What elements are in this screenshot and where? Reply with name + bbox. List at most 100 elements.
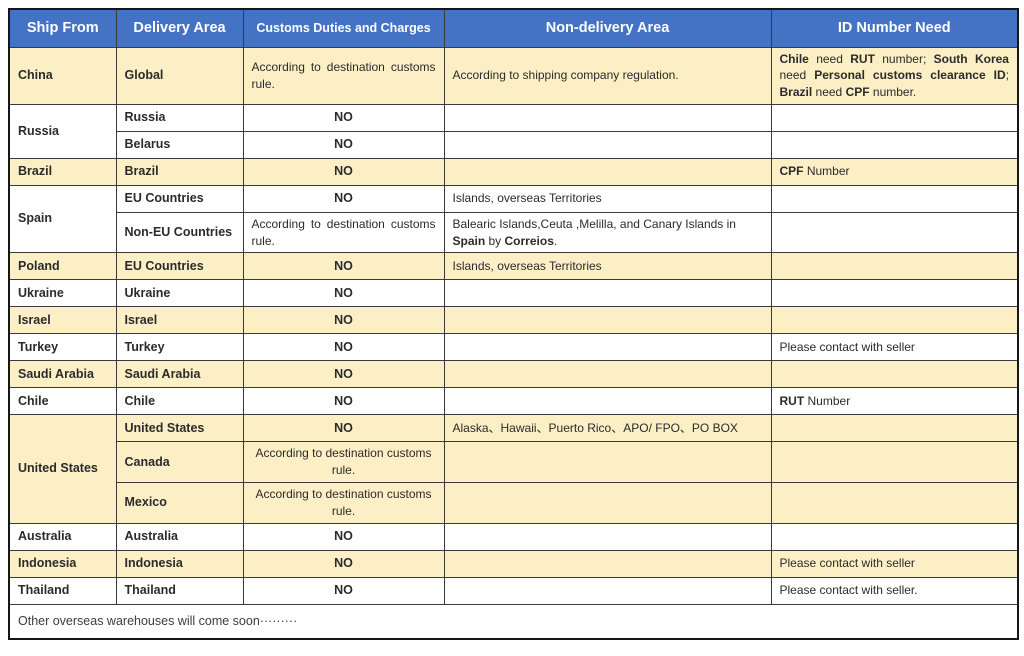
text-segment: Spain (452, 233, 486, 248)
text-segment: Balearic Islands,Ceuta ,Melilla, and Can… (452, 216, 736, 231)
customs-duties-cell: NO (242, 130, 445, 159)
non-delivery-area-cell: Alaska、Hawaii、Puerto Rico、APO/ FPO、PO BO… (443, 414, 772, 443)
column-header-customs-duties: Customs Duties and Charges (242, 8, 445, 48)
id-number-need-cell: RUT Number (770, 387, 1019, 416)
delivery-area-cell: Turkey (115, 333, 244, 362)
customs-duties-cell: NO (242, 576, 445, 605)
delivery-area-cell: United States (115, 414, 244, 443)
table-header-row: Ship From Delivery Area Customs Duties and… (8, 8, 1019, 48)
id-number-need-cell (770, 211, 1019, 254)
delivery-area-cell: Israel (115, 306, 244, 335)
row-indonesia: Indonesia Indonesia NO Please contact with … (8, 549, 1019, 578)
id-number-need-cell: Please contact with seller (770, 333, 1019, 362)
ship-from-cell: Brazil (8, 157, 117, 186)
row-us-canada: Canada According to destination customs r… (9, 441, 1019, 484)
ship-from-cell: Spain (8, 184, 117, 254)
id-number-need-cell (770, 482, 1019, 524)
id-number-need-cell (770, 306, 1019, 335)
id-number-need-cell: Please contact with seller. (770, 576, 1019, 605)
ship-from-cell: Russia (8, 103, 117, 159)
non-delivery-area-cell: According to shipping company regulation… (443, 46, 772, 105)
non-delivery-area-cell: Islands, overseas Territories (443, 252, 772, 281)
non-delivery-area-cell: Balearic Islands,Ceuta ,Melilla, and Can… (443, 211, 772, 254)
text-segment: number; (874, 51, 934, 66)
customs-duties-cell: NO (242, 414, 445, 443)
customs-duties-cell: NO (242, 184, 445, 213)
column-header-delivery-area: Delivery Area (115, 8, 244, 48)
ship-from-cell: United States (8, 414, 117, 524)
delivery-area-cell: Thailand (115, 576, 244, 605)
text-segment: by (485, 233, 505, 248)
delivery-area-cell: Chile (115, 387, 244, 416)
customs-duties-cell: NO (242, 549, 445, 578)
row-chile: Chile Chile NO RUT Number (8, 387, 1019, 416)
customs-duties-cell: NO (242, 387, 445, 416)
text-segment: need (808, 51, 851, 66)
customs-duties-cell: According to destination customs rule. (242, 482, 445, 524)
row-spain-eu: Spain EU Countries NO Islands, overseas Ter… (8, 184, 1019, 254)
footer-note: Other overseas warehouses will come soon… (8, 603, 1019, 640)
text-segment: RUT (850, 51, 875, 66)
ship-from-cell: Turkey (8, 333, 117, 362)
ship-from-cell: Indonesia (8, 549, 117, 578)
ship-from-cell: Chile (8, 387, 117, 416)
delivery-area-cell: Mexico (115, 482, 244, 524)
customs-duties-cell: NO (242, 157, 445, 186)
text-segment: Brazil (779, 85, 813, 100)
id-number-need-cell: Please contact with seller (770, 549, 1019, 578)
text-segment: need (779, 68, 815, 83)
ship-from-cell: Saudi Arabia (8, 360, 117, 389)
row-russia: Russia Russia NO (8, 103, 1019, 159)
non-delivery-area-cell (443, 549, 772, 578)
delivery-area-cell: Indonesia (115, 549, 244, 578)
delivery-area-cell: Canada (115, 441, 244, 484)
row-brazil: Brazil Brazil NO CPF Number (8, 157, 1019, 186)
row-russia-belarus: Belarus NO (9, 130, 1019, 159)
id-number-need-cell (770, 414, 1019, 443)
id-number-need-cell (770, 441, 1019, 484)
customs-duties-cell: NO (242, 252, 445, 281)
non-delivery-area-cell (443, 103, 772, 132)
non-delivery-area-cell (443, 333, 772, 362)
id-number-need-cell (770, 252, 1019, 281)
non-delivery-area-cell: Islands, overseas Territories (443, 184, 772, 213)
delivery-area-cell: Non-EU Countries (115, 211, 244, 254)
delivery-area-cell: EU Countries (115, 252, 244, 281)
text-segment: need (812, 85, 846, 100)
column-header-id-number-need: ID Number Need (770, 8, 1019, 48)
text-segment: RUT (779, 394, 805, 409)
non-delivery-area-cell (443, 387, 772, 416)
text-segment: CPF (845, 85, 870, 100)
row-turkey: Turkey Turkey NO Please contact with seller (8, 333, 1019, 362)
non-delivery-area-cell (443, 522, 772, 551)
shipping-info-table: Ship From Delivery Area Customs Duties and… (8, 8, 1019, 641)
row-thailand: Thailand Thailand NO Please contact with se… (8, 576, 1019, 605)
id-number-need-cell: Chile need RUT number; South Korea need … (770, 46, 1019, 105)
delivery-area-cell: Global (115, 46, 244, 105)
row-ukraine: Ukraine Ukraine NO (8, 279, 1019, 308)
customs-duties-cell: According to destination customs rule. (242, 211, 445, 254)
text-segment: Number (804, 394, 851, 409)
text-segment: number. (869, 85, 917, 100)
non-delivery-area-cell (443, 130, 772, 159)
customs-duties-cell: NO (242, 360, 445, 389)
delivery-area-cell: Australia (115, 522, 244, 551)
non-delivery-area-cell (443, 576, 772, 605)
text-segment: CPF (779, 164, 804, 179)
row-saudi-arabia: Saudi Arabia Saudi Arabia NO (8, 360, 1019, 389)
delivery-area-cell: Saudi Arabia (115, 360, 244, 389)
row-australia: Australia Australia NO (8, 522, 1019, 551)
row-footer: Other overseas warehouses will come soon… (8, 603, 1019, 640)
text-segment: ; (1005, 68, 1010, 83)
row-poland: Poland EU Countries NO Islands, overseas Te… (8, 252, 1019, 281)
non-delivery-area-cell (443, 157, 772, 186)
non-delivery-area-cell (443, 306, 772, 335)
non-delivery-area-cell (443, 482, 772, 524)
customs-duties-cell: NO (242, 333, 445, 362)
non-delivery-area-cell (443, 441, 772, 484)
ship-from-cell: China (8, 46, 117, 105)
column-header-non-delivery-area: Non-delivery Area (443, 8, 772, 48)
delivery-area-cell: Ukraine (115, 279, 244, 308)
delivery-area-cell: Belarus (115, 130, 244, 159)
